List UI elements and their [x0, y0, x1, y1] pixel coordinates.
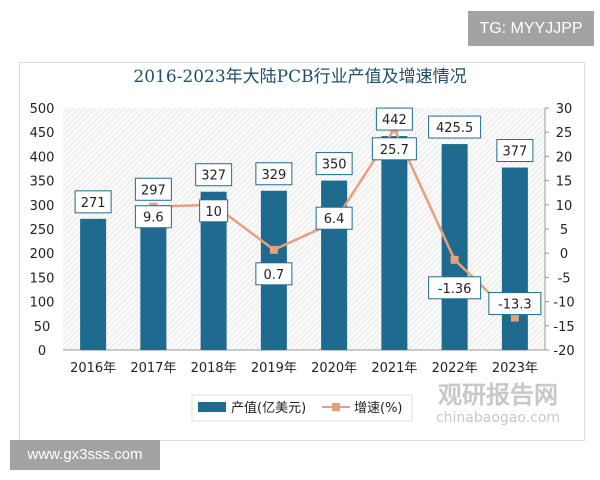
legend-line-label: 增速(%): [354, 401, 403, 416]
left-axis-tick: 300: [30, 199, 55, 214]
growth-data-label-box: [134, 205, 172, 229]
brand-watermark-en: chinabaogao.com: [436, 410, 560, 426]
bar-data-label: 271: [81, 196, 106, 211]
right-axis-tick: 0: [560, 247, 568, 262]
growth-data-label: 9.6: [143, 211, 164, 226]
right-axis-tick: 10: [556, 199, 573, 214]
left-axis-tick: 200: [30, 247, 55, 262]
x-axis-tick: 2021年: [371, 361, 417, 376]
growth-data-label: 10: [205, 205, 222, 220]
growth-data-label-box: [488, 292, 542, 316]
bar-data-label-box: [255, 162, 293, 186]
plot-area: [63, 108, 545, 350]
bar: [501, 167, 528, 350]
right-axis-tick: 5: [560, 223, 568, 238]
bar-data-label: 329: [261, 168, 286, 183]
x-axis-tick: 2020年: [311, 361, 357, 376]
left-axis-tick: 50: [34, 320, 51, 335]
x-axis-tick: 2016年: [70, 361, 116, 376]
left-axis-tick: 400: [30, 150, 55, 165]
bar-data-label: 350: [322, 158, 347, 173]
bar-data-label: 425.5: [436, 121, 473, 136]
bar-data-label-box: [134, 177, 172, 201]
x-axis-tick: 2023年: [492, 361, 538, 376]
right-axis-tick: 15: [556, 175, 573, 190]
growth-data-label-box: [315, 206, 353, 230]
growth-point: [510, 313, 519, 322]
bar-data-label-box: [74, 190, 112, 214]
left-axis-tick: 100: [30, 296, 55, 311]
left-axis-tick: 150: [30, 271, 55, 286]
growth-data-label-box: [428, 276, 482, 300]
bar: [381, 136, 408, 350]
growth-data-label: 25.7: [380, 143, 409, 158]
chart-frame: [19, 62, 585, 441]
growth-data-label: -1.36: [438, 282, 472, 297]
right-axis-tick: 20: [556, 150, 573, 165]
x-axis-tick: 2022年: [432, 361, 478, 376]
growth-data-label-box: [371, 137, 417, 161]
bar-data-label: 327: [201, 169, 226, 184]
right-axis-tick: -10: [553, 296, 574, 311]
right-axis-tick: -20: [553, 344, 574, 359]
bar-data-label-box: [428, 115, 482, 139]
legend: 产值(亿美元) 增速(%): [191, 394, 413, 422]
left-axis-tick: 450: [30, 126, 55, 141]
left-axis-tick: 0: [38, 344, 46, 359]
x-axis-tick: 2017年: [130, 361, 176, 376]
bar: [80, 218, 107, 350]
chart-title: 2016-2023年大陆PCB行业产值及增速情况: [133, 67, 466, 87]
bar-data-label: 297: [141, 183, 166, 198]
url-watermark: www.gx3sss.com: [10, 440, 160, 470]
bar-data-label: 442: [382, 113, 407, 128]
growth-data-label: 0.7: [264, 268, 285, 283]
legend-bar-label: 产值(亿美元): [231, 400, 306, 416]
x-axis-tick: 2018年: [191, 361, 237, 376]
growth-point: [450, 255, 459, 264]
left-axis-tick: 250: [30, 223, 55, 238]
growth-data-label-box: [255, 262, 293, 286]
bar-data-label-box: [315, 152, 353, 176]
left-axis-tick: 350: [30, 175, 55, 190]
bar-data-label-box: [375, 107, 413, 131]
right-axis-tick: -5: [558, 271, 571, 286]
left-axis-tick: 500: [30, 102, 55, 117]
bar: [140, 206, 167, 350]
tg-watermark: TG: MYYJJPP: [468, 11, 594, 46]
growth-data-label-box: [199, 199, 229, 223]
right-axis-tick: 25: [556, 126, 573, 141]
growth-point: [269, 245, 278, 254]
bar-data-label: 377: [502, 145, 527, 160]
right-axis-tick: -15: [553, 320, 574, 335]
bar-data-label-box: [496, 139, 534, 163]
growth-data-label: -13.3: [498, 298, 532, 313]
bar: [441, 144, 468, 350]
right-axis-tick: 30: [556, 102, 573, 117]
x-axis-tick: 2019年: [251, 361, 297, 376]
growth-data-label: 6.4: [324, 212, 345, 227]
bar-data-label-box: [195, 163, 233, 187]
brand-watermark-cn: 观研报告网: [438, 381, 558, 409]
legend-bar-swatch: [198, 402, 226, 412]
